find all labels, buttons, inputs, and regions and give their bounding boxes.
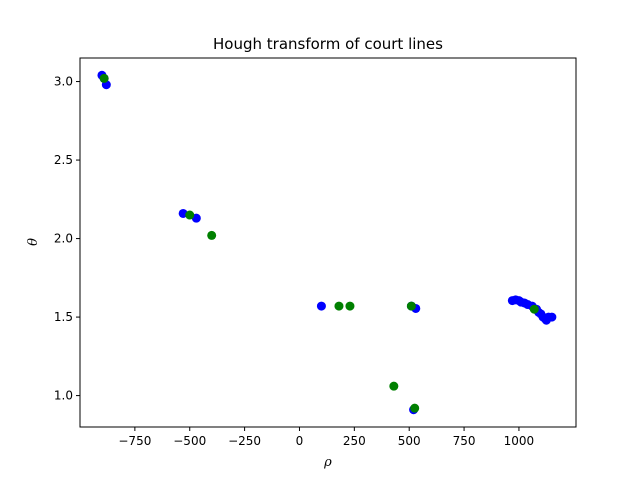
chart-title: Hough transform of court lines bbox=[213, 35, 443, 53]
y-axis: 1.0 1.5 2.0 2.5 3.0 bbox=[54, 75, 80, 403]
x-tick-label: −250 bbox=[228, 434, 261, 448]
series-1-point bbox=[345, 301, 355, 311]
x-tick-label: 0 bbox=[296, 434, 304, 448]
x-tick-label: 500 bbox=[398, 434, 421, 448]
x-tick-label: −500 bbox=[173, 434, 206, 448]
x-axis-label: ρ bbox=[323, 455, 332, 470]
y-tick-label: 1.5 bbox=[54, 310, 73, 324]
series-1-point bbox=[185, 210, 195, 220]
y-axis-label: θ bbox=[26, 238, 41, 246]
x-tick-label: 750 bbox=[453, 434, 476, 448]
plot-frame bbox=[79, 57, 577, 428]
series-0-point bbox=[316, 301, 326, 311]
y-tick-label: 2.5 bbox=[54, 153, 73, 167]
series-1-point bbox=[99, 73, 109, 83]
y-tick-label: 1.0 bbox=[54, 389, 73, 403]
x-axis: −750 −500 −250 0 250 500 750 1000 bbox=[118, 427, 534, 448]
y-tick-label: 3.0 bbox=[54, 75, 73, 89]
series-1-point bbox=[389, 381, 399, 391]
series-1-point bbox=[207, 230, 217, 240]
series-1-point bbox=[410, 403, 420, 413]
x-tick-label: 1000 bbox=[504, 434, 535, 448]
series-1-point bbox=[334, 301, 344, 311]
points-layer bbox=[97, 70, 557, 415]
series-1-point bbox=[529, 304, 539, 314]
y-tick-label: 2.0 bbox=[54, 232, 73, 246]
x-tick-label: 250 bbox=[343, 434, 366, 448]
x-tick-label: −750 bbox=[118, 434, 151, 448]
series-0-point bbox=[547, 312, 557, 322]
plot-area bbox=[80, 58, 576, 427]
series-1-point bbox=[406, 301, 416, 311]
